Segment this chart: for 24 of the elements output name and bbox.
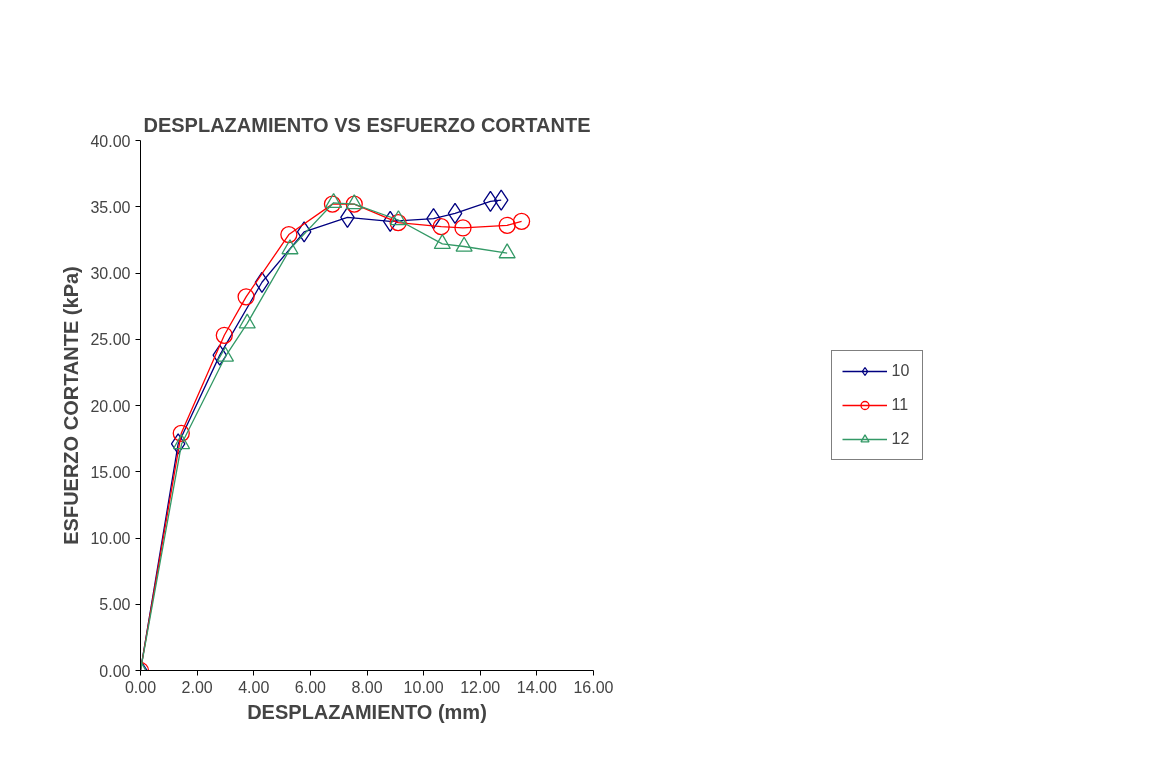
x-axis-title: DESPLAZAMIENTO (mm) xyxy=(247,700,487,723)
y-tick-label: 40.00 xyxy=(90,132,131,150)
x-tick-label: 0.00 xyxy=(124,678,157,696)
x-tick-label: 8.00 xyxy=(351,678,383,696)
legend-label: 11 xyxy=(891,396,910,414)
x-tick-label: 10.00 xyxy=(403,678,444,696)
x-tick-label: 2.00 xyxy=(181,678,213,696)
y-tick-label: 0.00 xyxy=(99,662,131,680)
y-tick-label: 10.00 xyxy=(90,530,131,547)
y-tick-label: 25.00 xyxy=(90,331,131,349)
y-tick-label: 20.00 xyxy=(90,397,131,415)
y-tick-label: 30.00 xyxy=(90,265,131,282)
x-tick-label: 16.00 xyxy=(573,678,614,696)
y-axis-title: ESFUERZO CORTANTE (kPa) xyxy=(60,266,83,545)
y-tick-label: 35.00 xyxy=(90,198,131,216)
x-tick-label: 12.00 xyxy=(460,678,501,696)
legend-label: 10 xyxy=(891,362,911,380)
x-tick-label: 6.00 xyxy=(294,678,327,696)
y-tick-label: 5.00 xyxy=(99,596,131,614)
x-tick-label: 4.00 xyxy=(238,678,270,696)
chart-title: DESPLAZAMIENTO VS ESFUERZO CORTANTE xyxy=(143,113,591,136)
x-tick-label: 14.00 xyxy=(516,678,557,696)
y-tick-label: 15.00 xyxy=(90,463,131,481)
legend-label: 12 xyxy=(891,430,911,448)
